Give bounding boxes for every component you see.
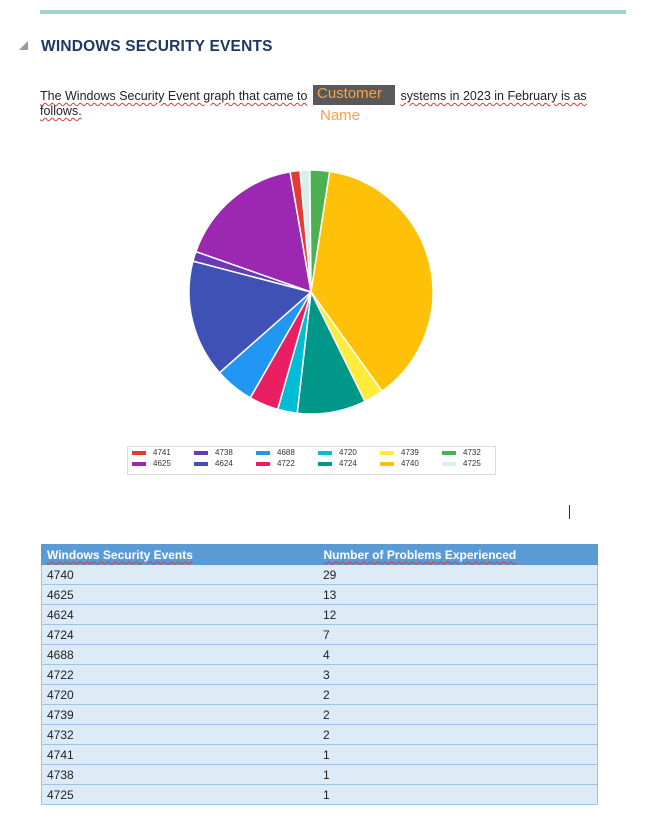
legend-label: 4724 [339, 459, 357, 468]
legend-label: 4624 [215, 459, 233, 468]
legend-swatch [442, 461, 456, 466]
legend-swatch [256, 450, 270, 455]
problem-count-cell: 1 [318, 764, 598, 785]
table-row: 4739 2 [41, 704, 598, 725]
legend-item-4740: 4740 [380, 459, 419, 468]
intro-text-part2: systems in 2023 in February is as [400, 89, 587, 103]
problem-count-cell: 3 [318, 664, 598, 685]
event-id-cell: 4722 [41, 664, 318, 685]
legend-label: 4741 [153, 448, 171, 457]
problem-count-cell: 29 [318, 564, 598, 585]
legend-label: 4740 [401, 459, 419, 468]
legend-label: 4720 [339, 448, 357, 457]
legend-swatch [132, 450, 146, 455]
legend-swatch [256, 461, 270, 466]
table-row: 4724 7 [41, 624, 598, 645]
legend-swatch [132, 461, 146, 466]
event-id-cell: 4688 [41, 644, 318, 665]
placeholder-text-line1: Customer [316, 85, 383, 102]
table-row: 4740 29 [41, 564, 598, 585]
event-id-cell: 4724 [41, 624, 318, 645]
pie-slice-4740 [310, 170, 434, 393]
legend-swatch [194, 450, 208, 455]
intro-paragraph: The Windows Security Event graph that ca… [40, 85, 600, 119]
event-id-cell: 4740 [41, 564, 318, 585]
text-cursor [569, 505, 570, 519]
problem-count-cell: 2 [318, 724, 598, 745]
event-id-cell: 4624 [41, 604, 318, 625]
table-row: 4720 2 [41, 684, 598, 705]
legend-item-4722: 4722 [256, 459, 295, 468]
chart-legend: 4741 4625 4738 4624 4688 4722 4720 4724 4739 4740… [127, 446, 496, 475]
section-heading: WINDOWS SECURITY EVENTS [41, 38, 273, 55]
legend-item-4688: 4688 [256, 448, 295, 457]
event-id-cell: 4720 [41, 684, 318, 705]
placeholder-highlight [312, 85, 395, 105]
legend-item-4739: 4739 [380, 448, 419, 457]
legend-item-4720: 4720 [318, 448, 357, 457]
table-row: 4624 12 [41, 604, 598, 625]
table-row: 4625 13 [41, 584, 598, 605]
intro-text-part1: The Windows Security Event graph that ca… [40, 89, 308, 103]
event-id-cell: 4625 [41, 584, 318, 605]
table-row: 4732 2 [41, 724, 598, 745]
legend-item-4725: 4725 [442, 459, 481, 468]
legend-swatch [318, 450, 332, 455]
event-id-cell: 4725 [41, 784, 318, 805]
legend-swatch [194, 461, 208, 466]
legend-label: 4738 [215, 448, 233, 457]
intro-text-part3: follows. [40, 104, 82, 118]
top-rule [40, 10, 626, 14]
legend-item-4741: 4741 [132, 448, 171, 457]
events-table: Windows Security Events Number of Proble… [41, 544, 598, 805]
legend-label: 4688 [277, 448, 295, 457]
legend-label: 4725 [463, 459, 481, 468]
table-header-problems: Number of Problems Experienced [317, 544, 598, 565]
legend-item-4724: 4724 [318, 459, 357, 468]
legend-swatch [442, 450, 456, 455]
legend-label: 4732 [463, 448, 481, 457]
legend-swatch [380, 461, 394, 466]
pie-slice-4741 [289, 169, 312, 293]
table-header-row: Windows Security Events Number of Proble… [41, 544, 598, 565]
table-row: 4741 1 [41, 744, 598, 765]
problem-count-cell: 2 [318, 704, 598, 725]
table-header-events: Windows Security Events [41, 544, 319, 565]
event-id-cell: 4739 [41, 704, 318, 725]
event-id-cell: 4732 [41, 724, 318, 745]
legend-item-4738: 4738 [194, 448, 233, 457]
problem-count-cell: 1 [318, 784, 598, 805]
table-row: 4725 1 [41, 784, 598, 805]
legend-swatch [318, 461, 332, 466]
legend-item-4625: 4625 [132, 459, 171, 468]
table-row: 4738 1 [41, 764, 598, 785]
problem-count-cell: 2 [318, 684, 598, 705]
legend-item-4624: 4624 [194, 459, 233, 468]
legend-item-4732: 4732 [442, 448, 481, 457]
table-row: 4722 3 [41, 664, 598, 685]
problem-count-cell: 1 [318, 744, 598, 765]
problem-count-cell: 7 [318, 624, 598, 645]
event-id-cell: 4738 [41, 764, 318, 785]
pie-slice-4625 [194, 170, 312, 294]
legend-swatch [380, 450, 394, 455]
legend-label: 4739 [401, 448, 419, 457]
event-id-cell: 4741 [41, 744, 318, 765]
problem-count-cell: 13 [318, 584, 598, 605]
legend-label: 4625 [153, 459, 171, 468]
customer-name-placeholder[interactable]: Customer [312, 85, 395, 105]
problem-count-cell: 12 [318, 604, 598, 625]
legend-label: 4722 [277, 459, 295, 468]
placeholder-text-line2: Name [320, 107, 361, 124]
table-row: 4688 4 [41, 644, 598, 665]
pie-slice-4624 [188, 260, 313, 374]
problem-count-cell: 4 [318, 644, 598, 665]
collapse-triangle-icon[interactable] [19, 41, 28, 50]
